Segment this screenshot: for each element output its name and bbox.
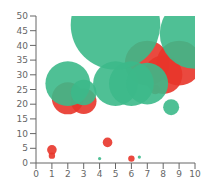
- svg-text:2: 2: [65, 169, 71, 179]
- svg-text:9: 9: [176, 169, 182, 179]
- svg-text:20: 20: [17, 99, 29, 109]
- svg-text:50: 50: [17, 11, 29, 21]
- svg-text:0: 0: [22, 158, 28, 168]
- svg-text:10: 10: [189, 169, 201, 179]
- svg-text:25: 25: [17, 85, 28, 95]
- svg-text:4: 4: [97, 169, 103, 179]
- svg-text:1: 1: [49, 169, 55, 179]
- svg-text:6: 6: [129, 169, 135, 179]
- svg-text:30: 30: [17, 70, 29, 80]
- svg-text:10: 10: [17, 129, 29, 139]
- svg-text:15: 15: [17, 114, 28, 124]
- svg-text:5: 5: [22, 143, 28, 153]
- svg-text:7: 7: [144, 169, 150, 179]
- svg-text:45: 45: [17, 26, 28, 36]
- svg-text:3: 3: [81, 169, 87, 179]
- svg-text:0: 0: [33, 169, 39, 179]
- svg-text:5: 5: [113, 169, 119, 179]
- svg-text:35: 35: [17, 55, 28, 65]
- svg-text:8: 8: [160, 169, 166, 179]
- svg-text:40: 40: [17, 41, 29, 51]
